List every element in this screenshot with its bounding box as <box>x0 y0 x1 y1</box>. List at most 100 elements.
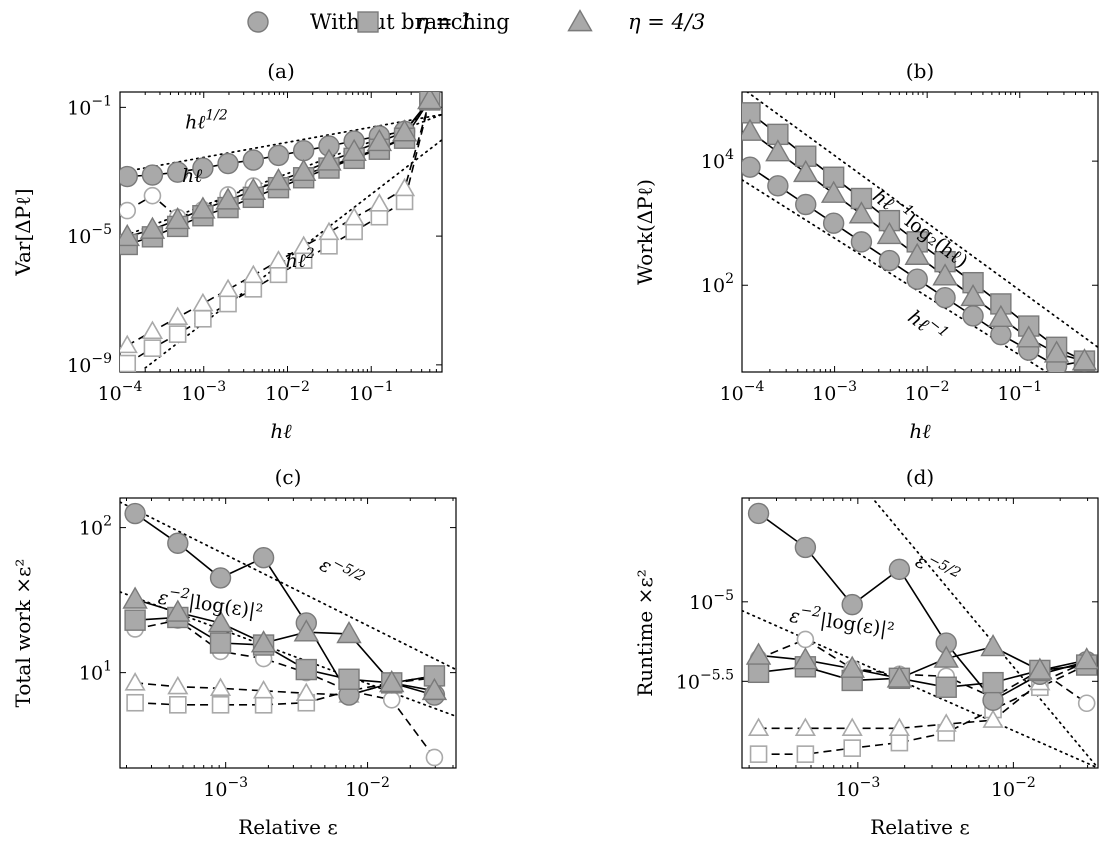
data-point-circle <box>850 231 873 253</box>
x-tick-label: 10−2 <box>265 379 310 405</box>
legend-label: η = 1 <box>416 10 473 34</box>
x-tick-label-base: 10 <box>98 383 122 405</box>
x-tick-label: 10−3 <box>812 379 857 405</box>
data-point-triangle <box>876 221 903 245</box>
data-point-triangle <box>747 717 770 736</box>
y-axis-label: Var[ΔPℓ] <box>11 188 35 276</box>
y-axis-label: Work(ΔPℓ) <box>633 179 657 285</box>
data-point-square <box>254 696 273 714</box>
x-tick-label: 10−1 <box>349 379 394 405</box>
data-point-circle <box>906 268 928 290</box>
data-point-square <box>747 661 770 684</box>
annotation-sup: 1/2 <box>205 108 228 124</box>
annotation-sup: −2 <box>168 584 191 603</box>
series-markers-2 <box>122 586 448 701</box>
data-point-triangle <box>848 201 875 224</box>
series-markers-5 <box>120 92 441 354</box>
plot-area <box>120 501 456 767</box>
y-tick-label: 102 <box>79 514 112 540</box>
data-point-triangle <box>839 655 865 678</box>
x-tick-label-base: 10 <box>203 779 227 801</box>
data-point-triangle <box>253 679 275 699</box>
y-tick-label: 10−9 <box>67 351 112 377</box>
data-point-triangle <box>1073 647 1098 670</box>
data-point-triangle <box>139 216 166 239</box>
data-point-triangle <box>240 177 267 200</box>
ticks: 10−3 10−210−510−5.5 <box>676 498 1098 801</box>
data-point-circle <box>794 536 817 559</box>
data-point-triangle <box>190 196 216 219</box>
annotation-sup: 2 <box>305 246 315 262</box>
y-tick-label-base: 10 <box>689 592 713 614</box>
data-point-circle <box>143 186 162 205</box>
data-point-triangle <box>265 167 292 191</box>
x-tick-label-base: 10 <box>349 383 373 405</box>
panel-label: (d) <box>906 465 934 489</box>
data-point-triangle <box>742 118 763 141</box>
y-tick-label: 10−5.5 <box>676 667 734 693</box>
y-tick-label-exp: −5 <box>713 588 734 604</box>
x-tick-label-base: 10 <box>181 383 205 405</box>
data-point-square <box>168 325 187 343</box>
data-point-triangle <box>165 599 191 622</box>
reference-line-0 <box>120 501 456 671</box>
data-point-square <box>749 745 768 763</box>
y-tick-label-exp: −5.5 <box>700 667 734 683</box>
data-point-triangle <box>765 139 791 162</box>
data-point-square <box>194 309 212 328</box>
data-point-triangle <box>1027 657 1053 680</box>
data-point-triangle <box>820 180 847 203</box>
data-point-square <box>269 265 288 284</box>
plot-area <box>742 498 1098 768</box>
data-point-triangle <box>209 677 232 696</box>
x-axis-label: Relative ε <box>870 815 970 839</box>
data-point-circle <box>242 149 265 171</box>
data-point-circle <box>1077 694 1096 713</box>
data-point-triangle <box>141 320 164 340</box>
data-point-circle <box>267 144 290 167</box>
data-point-circle <box>252 547 275 569</box>
x-tick-label-exp: −3 <box>227 775 248 791</box>
data-point-triangle <box>217 278 239 298</box>
x-tick-label: 10−2 <box>991 775 1036 801</box>
data-point-triangle <box>366 128 393 152</box>
data-point-triangle <box>120 334 138 354</box>
annotation-0: ε−5/2 <box>316 550 368 594</box>
y-tick-label: 102 <box>701 271 734 297</box>
x-tick-label-base: 10 <box>905 383 929 405</box>
data-point-triangle <box>904 242 930 265</box>
y-tick-label-exp: −9 <box>91 351 112 367</box>
data-point-square <box>219 294 237 313</box>
data-point-triangle <box>167 306 189 326</box>
data-point-circle <box>822 212 845 234</box>
data-point-triangle <box>267 250 290 269</box>
data-point-circle <box>217 152 239 175</box>
data-point-triangle <box>932 263 958 286</box>
data-point-triangle <box>421 677 448 701</box>
x-axis-label: Relative ε <box>238 815 338 839</box>
x-tick-label: 10−1 <box>997 379 1042 405</box>
x-tick-label: 10−3 <box>181 379 226 405</box>
series-markers-2 <box>742 118 1098 371</box>
ticks: 10−4 10−3 10−2 10−110−910−510−1 <box>67 92 442 405</box>
data-point-circle <box>934 286 956 309</box>
annotation-base: hℓ <box>286 250 306 272</box>
x-tick-label-exp: −2 <box>369 775 390 791</box>
data-point-circle <box>841 593 863 616</box>
data-point-circle <box>292 140 315 162</box>
annotation-base: ε <box>157 587 170 610</box>
x-tick-label-exp: −2 <box>289 379 310 395</box>
data-point-circle <box>167 532 189 554</box>
data-point-triangle <box>290 158 317 182</box>
y-axis-label: Total work ×ε² <box>11 559 35 708</box>
annotation-base: hℓ <box>182 165 202 187</box>
y-tick-label-base: 10 <box>67 355 91 377</box>
data-point-triangle <box>318 221 340 241</box>
data-point-circle <box>192 157 214 179</box>
data-point-square <box>211 696 230 714</box>
